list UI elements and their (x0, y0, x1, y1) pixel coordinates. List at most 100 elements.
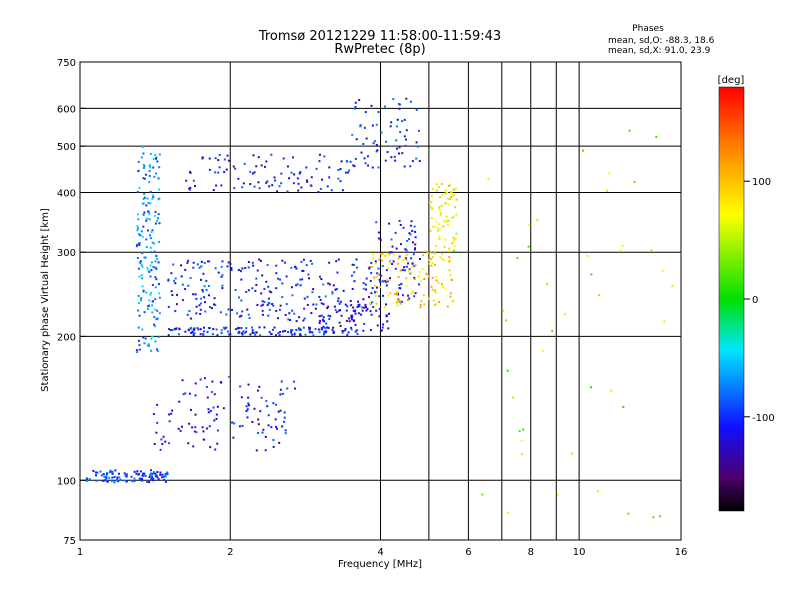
data-point (300, 186, 303, 189)
data-point (378, 231, 381, 234)
data-point (218, 166, 221, 169)
data-point (331, 291, 334, 294)
data-point (94, 474, 97, 477)
data-point (104, 478, 107, 481)
data-point (92, 469, 95, 472)
data-point (247, 313, 250, 316)
data-point (445, 215, 448, 218)
y-tick-label: 300 (57, 248, 76, 259)
data-point (344, 171, 347, 174)
data-point (410, 271, 413, 274)
data-point (386, 279, 389, 282)
data-point (291, 294, 294, 297)
data-point (291, 329, 294, 332)
data-point (136, 257, 139, 260)
data-point (255, 449, 258, 452)
data-point (166, 471, 169, 474)
data-point (302, 258, 305, 261)
data-point (239, 270, 242, 273)
data-point (138, 275, 141, 278)
data-point (226, 330, 229, 333)
data-point (374, 260, 377, 263)
data-point (154, 472, 157, 475)
data-point (254, 289, 257, 292)
data-point (446, 219, 449, 222)
data-point (342, 289, 345, 292)
data-point (154, 298, 157, 301)
data-point (142, 472, 145, 475)
data-point (148, 480, 151, 483)
data-point (506, 369, 509, 372)
data-point (298, 329, 301, 332)
data-point (137, 233, 140, 236)
data-point (215, 184, 218, 187)
data-point (241, 186, 244, 189)
data-point (308, 326, 311, 329)
data-point (375, 123, 378, 126)
data-point (218, 153, 221, 156)
data-point (442, 286, 445, 289)
data-point (335, 260, 338, 263)
data-point (142, 163, 145, 166)
data-point (135, 244, 138, 247)
data-point (328, 283, 331, 286)
data-point (158, 296, 161, 299)
data-point (429, 258, 432, 261)
data-point (437, 223, 440, 226)
data-point (240, 299, 243, 302)
data-point (337, 177, 340, 180)
data-point (210, 307, 213, 310)
data-point (207, 411, 210, 414)
data-point (275, 309, 278, 312)
data-point (396, 301, 399, 304)
data-point (294, 387, 297, 390)
data-point (257, 431, 260, 434)
data-point (149, 152, 152, 155)
data-point (369, 301, 372, 304)
data-point (413, 278, 416, 281)
data-point (317, 190, 320, 193)
data-point (155, 219, 158, 222)
data-point (207, 285, 210, 288)
data-point (346, 171, 349, 174)
data-point (159, 448, 162, 451)
data-point (199, 312, 202, 315)
data-point (290, 331, 293, 334)
data-point (111, 472, 114, 475)
x-tick-label: 16 (675, 547, 688, 558)
data-point (324, 330, 327, 333)
data-point (309, 330, 312, 333)
data-point (163, 478, 166, 481)
data-point (434, 252, 437, 255)
data-point (446, 220, 449, 223)
data-point (252, 264, 255, 267)
data-point (147, 269, 150, 272)
data-point (210, 390, 213, 393)
data-point (323, 330, 326, 333)
data-point (208, 425, 211, 428)
data-point (317, 328, 320, 331)
data-point (148, 164, 151, 167)
data-point (380, 131, 383, 134)
data-point (197, 328, 200, 331)
data-point (266, 405, 269, 408)
data-point (146, 217, 149, 220)
data-point (450, 242, 453, 245)
data-point (148, 218, 151, 221)
data-point (344, 303, 347, 306)
data-point (293, 333, 296, 336)
data-point (430, 264, 433, 267)
data-point (328, 317, 331, 320)
data-point (141, 251, 144, 254)
data-point (199, 333, 202, 336)
data-point (286, 387, 289, 390)
data-point (378, 273, 381, 276)
data-point (347, 317, 350, 320)
data-point (150, 291, 153, 294)
data-point (193, 332, 196, 335)
data-point (281, 425, 284, 428)
data-point (385, 253, 388, 256)
data-point (247, 289, 250, 292)
data-point (415, 141, 418, 144)
data-point (365, 288, 368, 291)
